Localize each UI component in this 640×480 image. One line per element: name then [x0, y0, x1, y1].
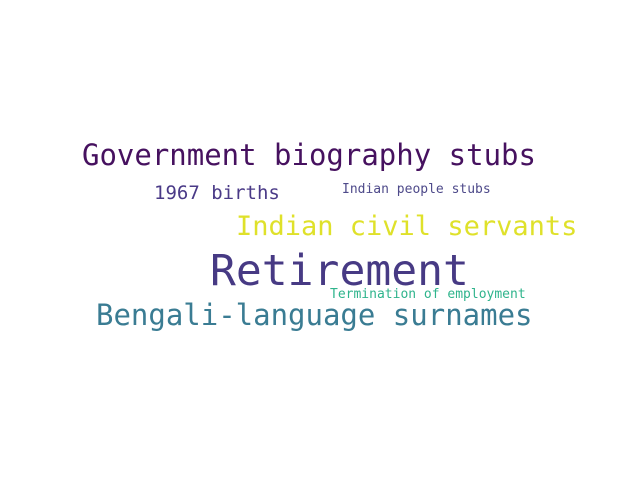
- word-indian-civil-servants: Indian civil servants: [236, 211, 578, 242]
- word-termination-of-employment: Termination of employment: [330, 287, 526, 302]
- word-1967-births: 1967 births: [154, 182, 280, 204]
- word-government-biography-stubs: Government biography stubs: [82, 138, 536, 172]
- word-bengali-language-surnames: Bengali-language surnames: [96, 298, 533, 332]
- word-retirement: Retirement: [210, 246, 469, 296]
- word-indian-people-stubs: Indian people stubs: [342, 182, 491, 197]
